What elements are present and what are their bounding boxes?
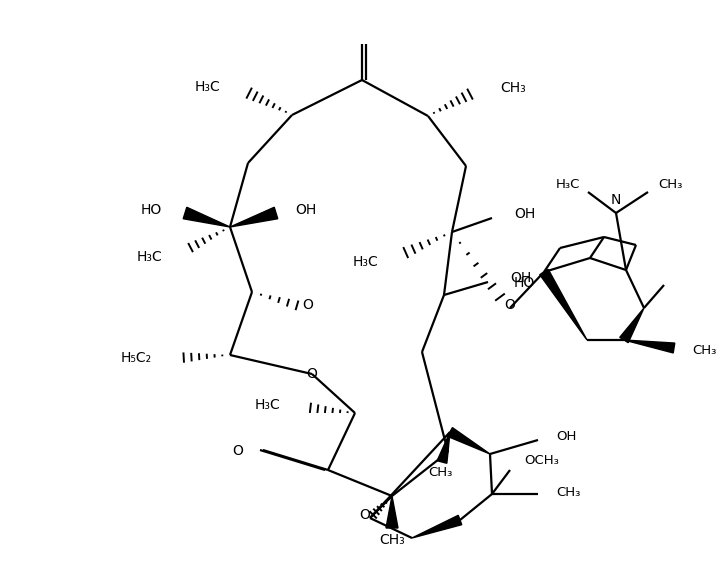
- Polygon shape: [620, 308, 644, 343]
- Text: O: O: [232, 444, 243, 458]
- Text: CH₃: CH₃: [692, 343, 716, 356]
- Text: O: O: [306, 367, 317, 381]
- Text: H₃C: H₃C: [352, 255, 378, 269]
- Text: HO: HO: [514, 276, 535, 290]
- Polygon shape: [539, 270, 587, 340]
- Text: OH: OH: [514, 207, 535, 221]
- Polygon shape: [448, 428, 490, 454]
- Text: H₃C: H₃C: [136, 250, 162, 264]
- Text: OH: OH: [556, 430, 577, 443]
- Polygon shape: [386, 496, 398, 528]
- Text: CH₃: CH₃: [428, 466, 452, 479]
- Text: CH₃: CH₃: [658, 178, 682, 191]
- Text: OH: OH: [510, 271, 531, 285]
- Text: O: O: [303, 298, 314, 312]
- Text: CH₃: CH₃: [500, 81, 526, 95]
- Polygon shape: [624, 340, 675, 353]
- Polygon shape: [438, 432, 450, 463]
- Polygon shape: [183, 208, 230, 227]
- Text: OH: OH: [295, 203, 316, 217]
- Text: HO: HO: [141, 203, 162, 217]
- Text: H₃C: H₃C: [555, 178, 580, 191]
- Text: H₃C: H₃C: [194, 80, 220, 94]
- Text: CH₃: CH₃: [556, 486, 580, 499]
- Text: N: N: [611, 193, 621, 207]
- Polygon shape: [412, 515, 462, 538]
- Text: O: O: [505, 298, 515, 312]
- Polygon shape: [230, 207, 278, 227]
- Text: H₃C: H₃C: [254, 398, 280, 412]
- Text: CH₃: CH₃: [379, 533, 405, 547]
- Text: H₅C₂: H₅C₂: [121, 351, 152, 365]
- Text: OCH₃: OCH₃: [524, 453, 559, 466]
- Text: O: O: [359, 508, 370, 522]
